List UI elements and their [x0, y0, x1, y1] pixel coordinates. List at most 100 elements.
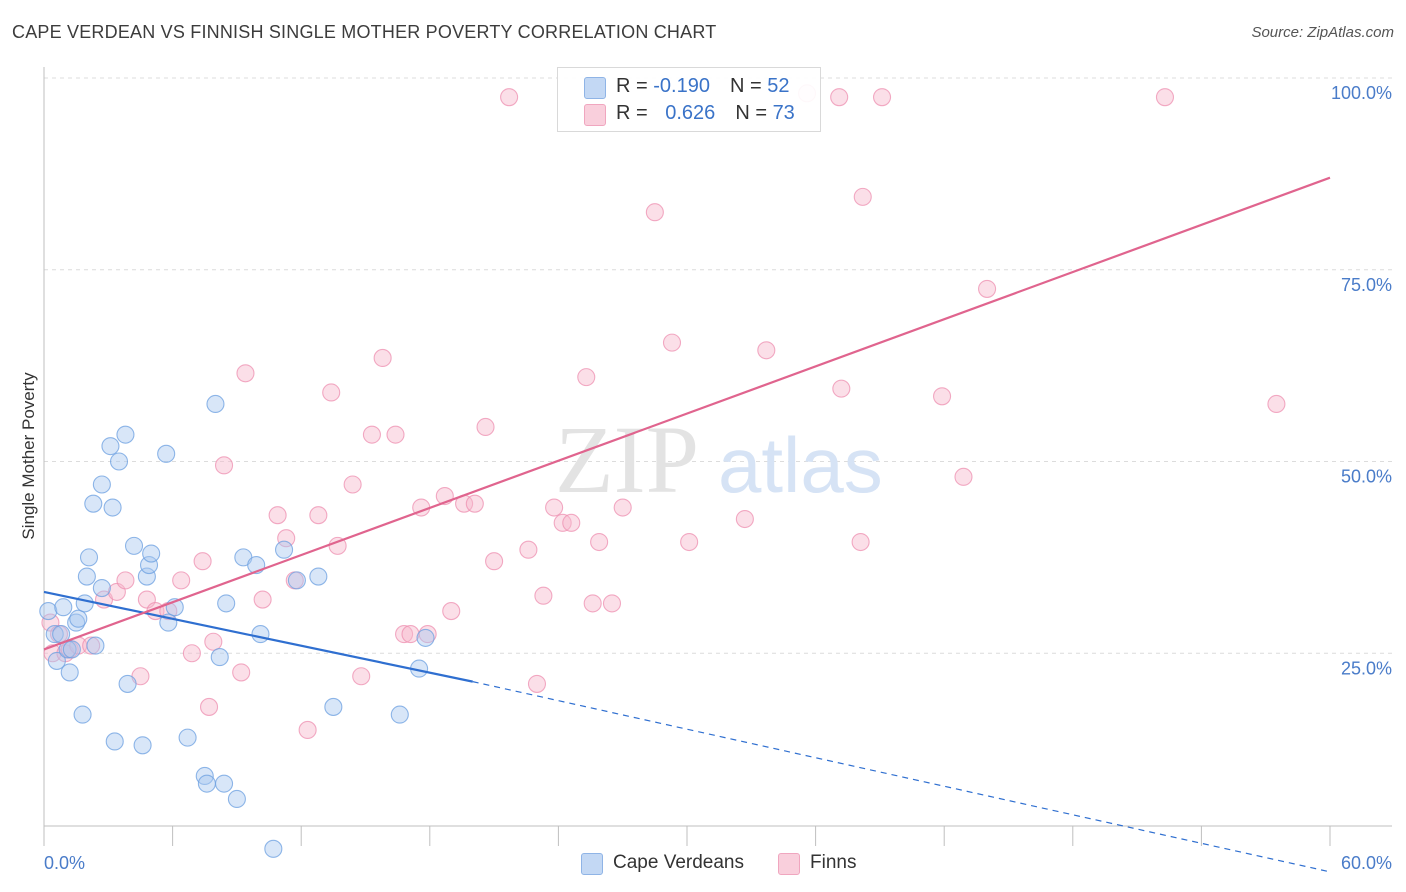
cape-verdean-point	[390, 705, 409, 724]
finn-point	[172, 571, 191, 590]
finn-point	[735, 509, 754, 529]
cape-verdean-point	[54, 598, 73, 617]
finn-point	[476, 417, 495, 437]
cape-verdean-point	[77, 567, 96, 586]
cape-verdean-point	[206, 394, 225, 414]
cape-verdean-point	[197, 774, 216, 793]
cape-verdean-point	[101, 437, 120, 456]
finn-point	[343, 475, 362, 494]
legend-r-label: R =	[616, 102, 654, 124]
finn-point	[645, 203, 664, 222]
finn-point	[204, 632, 223, 651]
finn-point	[442, 602, 461, 621]
points-layer	[39, 84, 1286, 858]
cape-verdean-point	[118, 674, 137, 693]
finn-point	[545, 498, 564, 517]
finn-point	[277, 529, 296, 548]
finn-point	[193, 552, 212, 571]
trend-layer	[43, 176, 1331, 873]
source-credit: Source: ZipAtlas.com	[1251, 24, 1394, 41]
cape-verdean-point	[142, 544, 161, 563]
cape-verdean-point	[62, 640, 81, 659]
y-tick-label: 25.0%	[1341, 658, 1392, 678]
cape-verdean-point	[116, 425, 135, 444]
cape-verdean-point	[86, 636, 105, 655]
cape-verdean-point	[264, 839, 283, 858]
finn-point	[298, 720, 317, 740]
finn-point	[485, 552, 504, 571]
cape-verdean-point	[45, 625, 64, 644]
finn-point	[253, 590, 272, 609]
cape-verdean-point	[92, 579, 111, 598]
legend-r-value: 0.626	[665, 102, 716, 124]
cape-verdean-point	[109, 452, 129, 471]
y-axis-label: Single Mother Poverty	[19, 372, 38, 540]
finn-point	[373, 348, 392, 368]
x-tick-label: 60.0%	[1341, 853, 1392, 873]
finn-point	[853, 187, 872, 206]
y-tick-label: 100.0%	[1331, 83, 1392, 103]
cape-verdean-trend-extension	[472, 681, 1331, 873]
cape-verdean-point	[287, 571, 306, 590]
cape-verdean-point	[133, 736, 152, 755]
finn-point	[82, 636, 101, 655]
cape-verdean-point	[103, 498, 122, 517]
finn-point	[465, 494, 484, 513]
finn-point	[362, 425, 381, 444]
finn-point	[872, 88, 892, 107]
finn-point	[352, 667, 371, 686]
finn-point	[182, 644, 201, 663]
y-tick-label: 75.0%	[1341, 275, 1392, 295]
finn-point	[662, 333, 682, 352]
cape-verdean-point	[324, 697, 343, 716]
finn-point	[401, 625, 420, 644]
x-tick-label: 0.0%	[44, 853, 85, 873]
cape-verdean-point	[214, 774, 234, 793]
legend-n-value: 52	[767, 75, 790, 97]
cape-verdean-point	[105, 732, 124, 751]
cape-verdean-point	[210, 648, 229, 667]
cape-verdean-point	[92, 475, 111, 494]
finn-point	[116, 571, 135, 590]
cape-verdean-point	[69, 609, 88, 628]
cape-verdean-point	[137, 567, 156, 586]
finn-point	[534, 586, 553, 605]
cape-verdean-point	[84, 494, 103, 513]
cape-verdean-point	[75, 594, 94, 613]
cape-verdean-point	[139, 555, 159, 575]
series-legend-label: Finns	[810, 852, 857, 873]
y-tick-label: 50.0%	[1341, 467, 1392, 487]
series-swatch-blue	[581, 853, 603, 875]
legend-r-label: R =	[616, 75, 654, 97]
finn-point	[602, 594, 622, 613]
cape-verdean-trend-line	[43, 590, 473, 683]
finn-point	[830, 88, 849, 107]
cape-verdean-point	[79, 548, 99, 567]
cape-verdean-point	[124, 536, 144, 555]
cape-verdean-point	[227, 789, 246, 809]
finn-point	[236, 364, 255, 383]
series-legend: Cape Verdeans Finns	[0, 851, 1406, 877]
finn-point	[851, 532, 870, 552]
cape-verdean-point	[157, 444, 176, 463]
cape-verdean-point	[73, 705, 92, 724]
finn-point	[1267, 394, 1286, 414]
finn-point	[322, 383, 341, 402]
cape-verdean-point	[195, 766, 214, 786]
series-legend-label: Cape Verdeans	[613, 852, 744, 873]
series-swatch-pink	[778, 853, 800, 875]
finn-point	[832, 379, 851, 398]
finn-point	[954, 467, 973, 486]
finn-point	[309, 506, 328, 525]
finn-point	[199, 697, 219, 716]
axis-layer: 25.0% 50.0% 75.0% 100.0% 0.0% 60.0%	[43, 67, 1392, 873]
finn-point	[583, 594, 602, 613]
cape-verdean-point	[275, 540, 294, 559]
cape-verdean-point	[60, 663, 79, 682]
finn-point	[577, 368, 596, 387]
cape-verdean-point	[416, 628, 435, 647]
legend-n-label: N =	[729, 75, 768, 97]
cape-verdean-point	[217, 594, 236, 613]
finn-point	[232, 663, 251, 682]
finn-point	[395, 625, 414, 644]
